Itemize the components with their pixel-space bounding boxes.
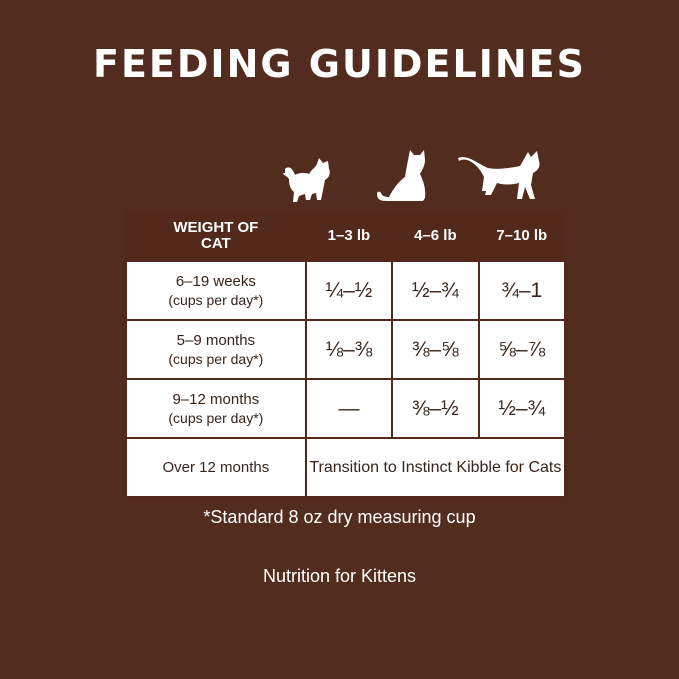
header-1-3lb: 1–3 lb xyxy=(304,210,394,262)
footer-text: Nutrition for Kittens xyxy=(262,566,417,586)
header-weight: WEIGHT OF CAT xyxy=(125,210,307,262)
page-title: FEEDING GUIDELINES xyxy=(93,42,586,86)
unit-label: (cups per day*) xyxy=(168,409,264,426)
footnote: *Standard 8 oz dry measuring cup xyxy=(203,507,476,527)
transition-cell: Transition to Instinct Kibble for Cats xyxy=(304,437,567,498)
feeding-table: WEIGHT OF CAT 1–3 lb 4–6 lb 7–10 lb 6–19… xyxy=(125,210,567,498)
table-row: 9–12 months (cups per day*) — ⅜–½ ½–¾ xyxy=(125,378,567,439)
kitten-icon xyxy=(283,158,330,202)
unit-label: (cups per day*) xyxy=(168,291,264,308)
age-label: 6–19 weeks xyxy=(175,272,256,290)
age-label: 5–9 months xyxy=(176,331,256,349)
header-4-6lb: 4–6 lb xyxy=(391,210,480,262)
amount-cell: ¼–½ xyxy=(304,260,394,321)
row-label: 5–9 months (cups per day*) xyxy=(125,319,307,380)
age-label: 9–12 months xyxy=(172,390,260,408)
amount-cell: ½–¾ xyxy=(391,260,480,321)
amount-cell: ¾–1 xyxy=(477,260,567,321)
amount-cell: ½–¾ xyxy=(477,378,567,439)
header-7-10lb: 7–10 lb xyxy=(477,210,567,262)
row-label: Over 12 months xyxy=(125,437,307,498)
table-row: Over 12 months Transition to Instinct Ki… xyxy=(125,437,567,498)
amount-cell: ⅝–⅞ xyxy=(477,319,567,380)
amount-cell: — xyxy=(304,378,394,439)
table-header-row: WEIGHT OF CAT 1–3 lb 4–6 lb 7–10 lb xyxy=(125,210,567,262)
standing-cat-icon xyxy=(458,151,540,199)
table-row: 6–19 weeks (cups per day*) ¼–½ ½–¾ ¾–1 xyxy=(125,260,567,321)
amount-cell: ⅜–½ xyxy=(391,378,480,439)
row-label: 9–12 months (cups per day*) xyxy=(125,378,307,439)
unit-label: (cups per day*) xyxy=(168,350,264,367)
sitting-cat-icon xyxy=(377,150,426,201)
row-label: 6–19 weeks (cups per day*) xyxy=(125,260,307,321)
amount-cell: ⅛–⅜ xyxy=(304,319,394,380)
amount-cell: ⅜–⅝ xyxy=(391,319,480,380)
table-row: 5–9 months (cups per day*) ⅛–⅜ ⅜–⅝ ⅝–⅞ xyxy=(125,319,567,380)
